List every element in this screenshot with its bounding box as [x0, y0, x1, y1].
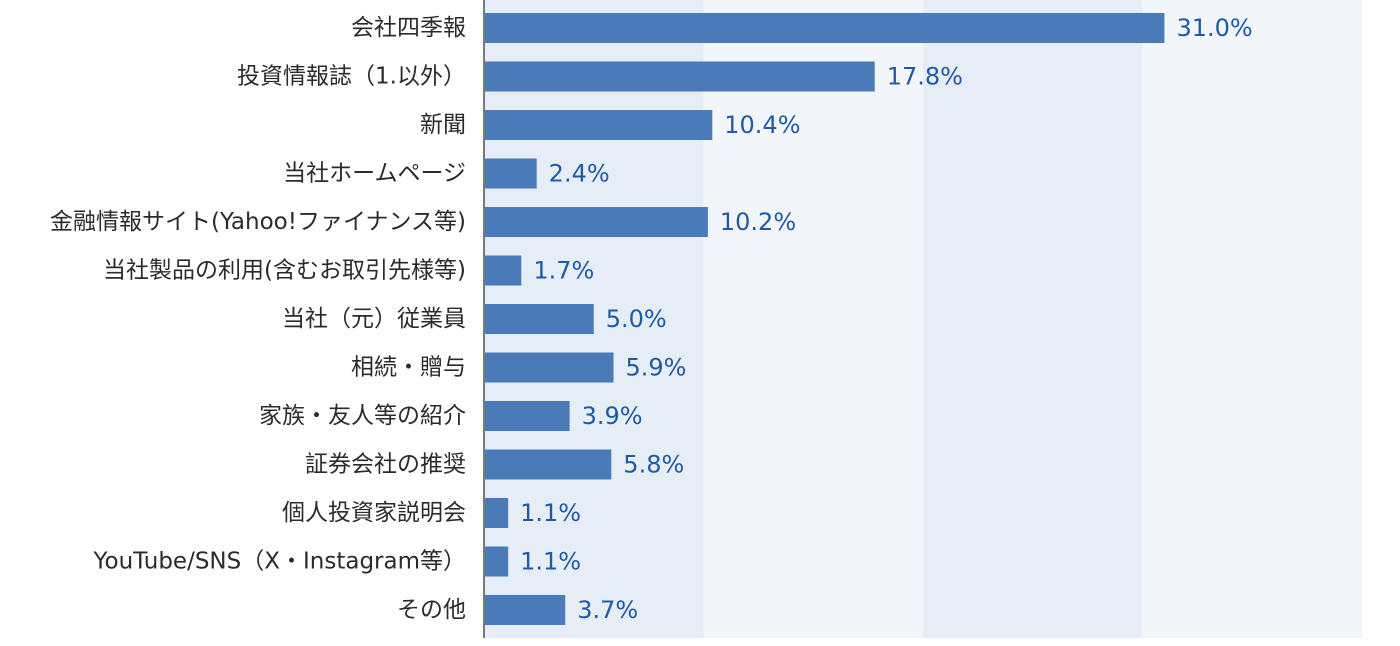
bar: [484, 546, 509, 577]
bar: [484, 498, 509, 528]
data-label: 1.1%: [520, 548, 581, 576]
bar: [484, 255, 522, 286]
value-labels: 31.0% 17.8% 10.4% 2.4% 10.2% 1.7% 5.0% 5.9% 3.9%…: [520, 14, 1253, 624]
grid-band: [703, 0, 923, 638]
category-label: 証券会社の推奨: [305, 452, 466, 478]
data-label: 31.0%: [1176, 14, 1252, 42]
data-label: 10.2%: [720, 208, 796, 236]
bar: [484, 449, 612, 480]
category-label: 金融情報サイト(Yahoo!ファイナンス等): [50, 209, 466, 235]
data-label: 1.1%: [520, 499, 581, 527]
bar: [484, 158, 537, 189]
category-label: 相続・贈与: [351, 355, 466, 381]
bar: [484, 595, 566, 625]
data-label: 3.9%: [582, 402, 643, 430]
bar: [484, 304, 594, 334]
category-label: 会社四季報: [351, 15, 466, 41]
category-label: YouTube/SNS（X・Instagram等）: [93, 549, 466, 575]
bar: [484, 401, 570, 431]
data-label: 1.7%: [533, 257, 594, 285]
grid-band: [923, 0, 1143, 638]
category-label: その他: [397, 597, 466, 623]
data-label: 17.8%: [887, 63, 963, 91]
category-label: 当社製品の利用(含むお取引先様等): [103, 258, 466, 284]
bar: [484, 13, 1165, 43]
category-label: 投資情報誌（1.以外）: [237, 64, 466, 90]
data-label: 10.4%: [724, 111, 800, 139]
data-label: 5.8%: [623, 451, 684, 479]
bar: [484, 61, 875, 92]
bar: [484, 110, 713, 140]
data-label: 2.4%: [549, 160, 610, 188]
background-bands: [484, 0, 1362, 638]
category-label: 新聞: [420, 112, 466, 138]
grid-band: [1142, 0, 1362, 638]
category-label: 個人投資家説明会: [282, 500, 466, 526]
bar: [484, 352, 614, 383]
category-label: 家族・友人等の紹介: [259, 403, 466, 429]
data-label: 3.7%: [577, 596, 638, 624]
data-label: 5.9%: [626, 354, 687, 382]
category-label: 当社（元）従業員: [282, 306, 466, 332]
category-label: 当社ホームページ: [283, 161, 466, 187]
bars-layer: [484, 13, 1165, 625]
data-label: 5.0%: [606, 305, 667, 333]
bar: [484, 207, 708, 237]
